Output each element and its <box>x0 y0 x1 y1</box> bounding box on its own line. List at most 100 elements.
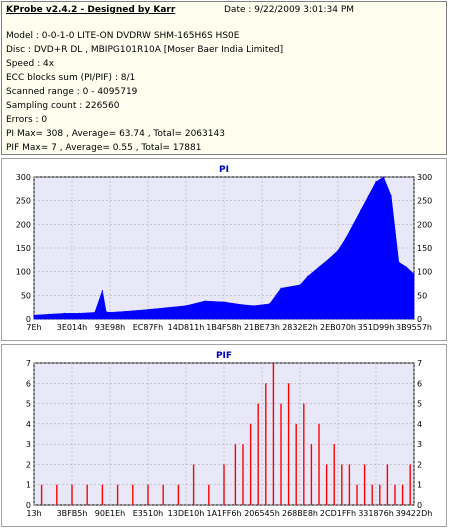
info-scanned-range: Scanned range : 0 - 4095719 <box>6 87 138 97</box>
pi-chart-panel: PI 0 0 50 50 100 100 150 150 200 200 250 250 300 300 7E… <box>1 158 447 341</box>
y-tick-label-left: 0 <box>26 315 31 324</box>
y-tick-label-left: 0 <box>26 501 31 510</box>
chart-title: PIF <box>216 351 232 361</box>
info-sampling-count: Sampling count : 226560 <box>6 101 120 111</box>
x-tick-label: 206545h <box>244 509 280 518</box>
pi-data-point <box>299 284 301 286</box>
pi-data-point <box>345 237 347 240</box>
y-tick-label-right: 7 <box>417 359 422 368</box>
x-tick-label: 2832E2h <box>282 323 318 332</box>
y-tick-label-left: 200 <box>16 220 31 229</box>
x-tick-label: 2EB070h <box>320 323 356 332</box>
pi-data-point <box>390 195 392 197</box>
pi-data-point <box>48 313 50 315</box>
x-tick-label: 3B9557h <box>396 323 432 332</box>
y-tick-label-left: 1 <box>26 481 31 490</box>
x-tick-label: EC87Fh <box>133 323 164 332</box>
pi-data-point <box>383 176 385 178</box>
info-speed: Speed : 4x <box>6 59 55 69</box>
pi-data-point <box>329 256 331 259</box>
y-tick-label-left: 3 <box>26 440 31 449</box>
y-tick-label-right: 200 <box>417 220 432 229</box>
x-tick-label: 3BFB5h <box>57 509 88 518</box>
y-tick-label-right: 250 <box>417 197 432 206</box>
x-tick-label: 14D811h <box>168 323 205 332</box>
y-tick-label-right: 5 <box>417 400 422 409</box>
y-tick-label-left: 4 <box>26 420 31 429</box>
info-pif-summary: PIF Max= 7 , Average= 0.55 , Total= 1788… <box>6 143 202 153</box>
pi-data-point <box>280 287 282 289</box>
y-tick-label-right: 2 <box>417 460 422 469</box>
pi-data-point <box>124 310 126 313</box>
x-tick-label: 39422Dh <box>396 509 433 518</box>
x-tick-label: 13h <box>26 509 41 518</box>
y-tick-label-left: 7 <box>26 359 31 368</box>
pi-data-point <box>269 303 271 305</box>
y-tick-label-left: 300 <box>16 173 31 182</box>
info-model: Model : 0-0-1-0 LITE-ON DVDRW SHM-165H6S… <box>6 31 240 41</box>
x-tick-label: 2CD1FFh <box>320 509 356 518</box>
y-tick-label-left: 150 <box>16 244 31 253</box>
pi-data-point <box>360 209 362 211</box>
pi-data-point <box>147 308 149 311</box>
y-tick-label-right: 0 <box>417 315 422 324</box>
y-tick-label-right: 50 <box>417 291 427 300</box>
y-tick-label-right: 100 <box>417 268 432 277</box>
x-tick-label: 13DE10h <box>168 509 205 518</box>
y-tick-label-right: 150 <box>417 244 432 253</box>
y-tick-label-left: 2 <box>26 460 31 469</box>
x-tick-label: 1B4F58h <box>206 323 242 332</box>
pi-data-point <box>413 273 415 275</box>
pi-data-point <box>318 266 320 268</box>
y-tick-label-left: 50 <box>21 291 31 300</box>
pi-data-point <box>242 304 244 306</box>
y-tick-label-right: 1 <box>417 481 422 490</box>
pi-chart: PI 0 0 50 50 100 100 150 150 200 200 250 250 300 300 7E… <box>16 165 433 332</box>
y-tick-label-right: 6 <box>417 379 422 388</box>
x-tick-label: 268BE8h <box>282 509 318 518</box>
y-tick-label-left: 100 <box>16 268 31 277</box>
x-tick-label: 3E014h <box>57 323 87 332</box>
pi-data-point <box>375 181 377 183</box>
x-tick-label: 7Eh <box>26 323 41 332</box>
pi-data-point <box>101 290 103 292</box>
app-title: KProbe v2.4.2 - Designed by Karr <box>6 5 176 15</box>
y-tick-label-right: 300 <box>417 173 432 182</box>
y-tick-label-left: 6 <box>26 379 31 388</box>
info-pi-summary: PI Max= 308 , Average= 63.74 , Total= 20… <box>6 129 225 139</box>
pi-series-area <box>33 176 415 320</box>
pi-data-point <box>223 301 225 303</box>
pi-data-point <box>261 304 263 306</box>
info-errors: Errors : 0 <box>6 115 48 125</box>
y-tick-label-right: 0 <box>417 501 422 510</box>
x-tick-label: E3510h <box>133 509 163 518</box>
pi-data-point <box>94 311 96 313</box>
pi-data-point <box>337 249 339 251</box>
info-panel: KProbe v2.4.2 - Designed by Karr Date : … <box>1 1 447 155</box>
y-tick-label-left: 250 <box>16 197 31 206</box>
x-tick-label: 1A1FF6h <box>206 509 241 518</box>
y-tick-label-left: 5 <box>26 400 31 409</box>
pi-data-point <box>253 305 255 307</box>
pi-data-point <box>105 311 107 313</box>
pi-data-point <box>405 266 407 268</box>
x-tick-label: 90E1Eh <box>95 509 125 518</box>
info-ecc-blocks: ECC blocks sum (PI/PIF) : 8/1 <box>6 73 136 83</box>
pi-data-point <box>367 195 369 197</box>
pi-data-point <box>33 314 35 316</box>
pi-data-point <box>398 261 400 263</box>
pi-data-point <box>185 305 187 307</box>
y-tick-label-right: 4 <box>417 420 422 429</box>
pi-data-point <box>63 312 65 314</box>
pi-data-point <box>109 311 111 313</box>
scan-date: Date : 9/22/2009 3:01:34 PM <box>224 5 355 15</box>
info-disc: Disc : DVD+R DL , MBIPG101R10A [Moser Ba… <box>6 45 284 55</box>
pi-data-point <box>204 300 206 302</box>
x-tick-label: 21BE73h <box>244 323 280 332</box>
pi-data-point <box>352 223 354 225</box>
chart-title: PI <box>219 165 229 175</box>
x-tick-label: 351D99h <box>358 323 395 332</box>
x-tick-label: 93E98h <box>95 323 125 332</box>
x-tick-label: 331876h <box>358 509 394 518</box>
pif-chart-panel: PIF 0 0 1 1 2 2 3 3 4 4 5 5 6 6 7 7 13h 3BFB5h 90E1Eh E3510h… <box>1 344 447 527</box>
